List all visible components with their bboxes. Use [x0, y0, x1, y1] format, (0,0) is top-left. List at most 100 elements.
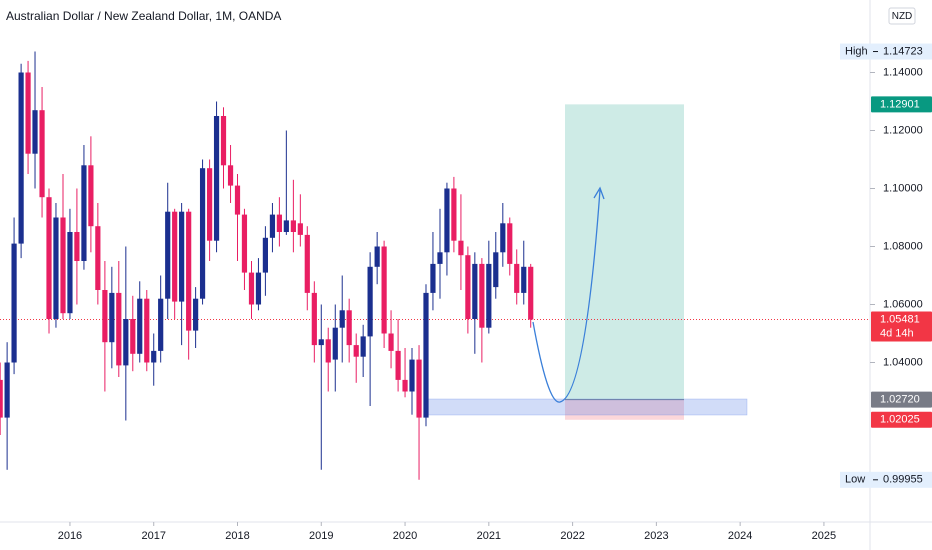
candle-body	[325, 339, 331, 363]
candle-body	[39, 110, 45, 198]
candle-body	[423, 292, 429, 418]
x-tick-label: 2023	[644, 530, 668, 542]
chart-title: Australian Dollar / New Zealand Dollar, …	[6, 9, 281, 23]
x-tick-label: 2019	[309, 530, 333, 542]
candle-body	[248, 272, 255, 305]
candle-body	[81, 165, 87, 261]
candle-body	[521, 266, 527, 293]
price-tag	[871, 411, 932, 428]
candle-body	[409, 359, 415, 392]
x-tick-label: 2024	[728, 530, 752, 542]
x-tick-label: 2018	[225, 530, 249, 542]
candle-body	[269, 214, 276, 238]
candle-body	[304, 234, 310, 293]
candle-body	[479, 263, 485, 328]
candle-body	[374, 246, 380, 267]
candle-body	[186, 211, 192, 331]
extreme-value: 1.14723	[883, 45, 923, 57]
candle-body	[172, 211, 178, 302]
candle-body	[416, 359, 422, 418]
candle-body	[60, 217, 66, 314]
price-tag-label: 1.02720	[880, 394, 920, 406]
candle-body	[234, 185, 241, 215]
candle-body	[500, 223, 506, 253]
demand-zone	[424, 398, 748, 416]
currency-badge[interactable]	[888, 7, 916, 25]
projection-arrow	[532, 189, 601, 403]
candle-body	[109, 292, 115, 343]
candle-body	[318, 339, 324, 346]
y-tick-label: 1.06000	[883, 298, 923, 310]
candle-body	[444, 188, 450, 253]
candle-body	[388, 333, 394, 351]
candle-body	[165, 211, 171, 299]
candle-body	[493, 252, 499, 288]
candle-body	[193, 298, 199, 331]
candle-body	[507, 223, 513, 264]
position-layer	[565, 104, 684, 420]
arrow-head	[593, 186, 605, 200]
candle-body	[465, 255, 471, 319]
candle-body	[95, 226, 101, 290]
candle-body	[199, 168, 206, 299]
y-tick-label: 1.12000	[883, 124, 923, 136]
candle-body	[18, 72, 24, 244]
candle-body	[472, 263, 478, 319]
candle-body	[241, 214, 248, 273]
candle-body	[144, 298, 150, 363]
candle-body	[130, 319, 136, 354]
loss-zone	[565, 399, 684, 420]
candle-body	[88, 165, 94, 227]
x-tick-label: 2022	[560, 530, 584, 542]
extreme-tag	[840, 43, 932, 60]
candle-body	[116, 292, 122, 366]
price-tag-label: 1.05481	[880, 313, 920, 325]
candle-body	[227, 165, 234, 186]
candle-body	[430, 263, 436, 293]
x-tick-label: 2021	[477, 530, 501, 542]
candle-body	[123, 319, 129, 366]
candle-body	[353, 345, 359, 357]
candle-body	[283, 220, 289, 232]
candle-body	[402, 379, 408, 392]
candle-body	[332, 327, 338, 360]
y-tick-label: 1.08000	[883, 240, 923, 252]
candle-body	[360, 336, 366, 357]
candle-body	[514, 263, 520, 293]
x-tick-label: 2016	[58, 530, 82, 542]
candle-body	[151, 350, 157, 363]
candle-body	[25, 72, 31, 154]
candle-body	[32, 110, 38, 154]
price-tag	[871, 311, 932, 342]
candle-body	[297, 223, 303, 235]
extreme-value: 0.99955	[883, 474, 923, 486]
candle-body	[381, 246, 387, 334]
price-tag-label: 1.12901	[880, 98, 920, 110]
candle-body	[220, 116, 227, 166]
x-tick-label: 2020	[393, 530, 417, 542]
candle-body	[74, 232, 80, 261]
candle-body	[311, 292, 317, 346]
price-tag	[871, 391, 932, 408]
candle-body	[339, 310, 345, 328]
candle-body	[102, 290, 108, 343]
candle-body	[262, 237, 268, 273]
candle-body	[53, 217, 59, 319]
candle-body	[179, 211, 185, 302]
price-countdown: 4d 14h	[880, 327, 914, 339]
candle-body	[451, 188, 457, 241]
candle-body	[11, 243, 17, 363]
y-tick-label: 1.04000	[883, 356, 923, 368]
x-tick-label: 2025	[812, 530, 836, 542]
candle-body	[207, 168, 213, 241]
y-tick-label: 1.10000	[883, 182, 923, 194]
candle-body	[437, 252, 443, 264]
extreme-tag	[840, 471, 932, 488]
extreme-name: Low	[845, 474, 865, 486]
candle-body	[0, 379, 3, 418]
candle-body	[367, 266, 373, 337]
candle-body	[395, 350, 401, 380]
candle-body	[528, 266, 534, 320]
candle-body	[290, 220, 296, 232]
candle-body	[213, 116, 220, 241]
